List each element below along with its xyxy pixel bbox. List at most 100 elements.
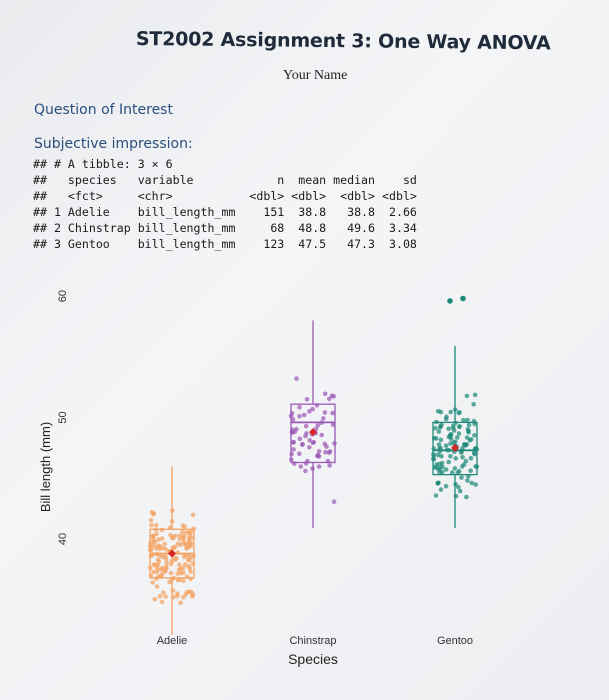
data-point <box>294 376 299 381</box>
data-point <box>315 423 321 428</box>
data-point <box>468 468 473 474</box>
data-point <box>151 569 156 575</box>
data-point <box>457 410 462 415</box>
data-point <box>455 470 461 476</box>
data-point <box>175 541 181 546</box>
data-point <box>180 534 186 540</box>
x-tick-label: Adelie <box>157 635 188 647</box>
data-point <box>177 562 182 567</box>
data-point <box>330 422 336 427</box>
data-point <box>159 536 165 541</box>
data-point <box>464 393 470 399</box>
data-point <box>291 440 296 445</box>
console-line: ## species variable n mean median sd <box>33 173 417 187</box>
data-point <box>446 459 452 465</box>
data-point <box>322 441 328 447</box>
subheading: Subjective impression: <box>34 136 193 152</box>
y-axis-title: Bill length (mm) <box>38 422 53 512</box>
data-point <box>187 540 193 546</box>
data-point <box>443 443 449 448</box>
data-point <box>472 451 478 457</box>
data-point <box>159 572 165 577</box>
console-line: ## 1 Adelie bill_length_mm 151 38.8 38.8… <box>33 205 417 219</box>
outlier-point <box>460 295 466 302</box>
data-point <box>154 531 159 537</box>
data-point <box>183 592 189 597</box>
data-point <box>172 557 178 562</box>
data-point <box>461 417 466 423</box>
data-point <box>460 454 465 460</box>
data-point <box>157 594 163 599</box>
data-point <box>154 584 160 589</box>
data-point <box>460 464 465 469</box>
data-point <box>297 414 302 419</box>
data-point <box>468 455 474 461</box>
data-point <box>294 426 299 432</box>
data-point <box>463 458 469 464</box>
x-axis-title: Species <box>288 651 338 667</box>
data-point <box>331 499 337 504</box>
y-tick-label: 40 <box>57 533 69 545</box>
data-point <box>316 449 322 454</box>
mean-marker <box>451 443 459 452</box>
x-axis: Adelie Chinstrap Gentoo Species <box>157 635 473 667</box>
data-point <box>457 424 462 429</box>
section-heading: Question of Interest <box>34 102 173 118</box>
data-point <box>175 593 180 599</box>
data-point <box>466 430 471 435</box>
mean-marker <box>168 549 176 558</box>
data-point <box>327 463 333 468</box>
outlier-point <box>447 298 453 304</box>
data-point <box>449 470 455 475</box>
data-point <box>438 409 444 415</box>
data-point <box>467 438 473 443</box>
data-point <box>452 466 458 471</box>
data-point <box>163 594 168 599</box>
data-point <box>455 435 460 440</box>
data-point <box>152 596 158 602</box>
data-point <box>446 426 452 432</box>
data-point <box>322 410 328 415</box>
data-point <box>291 447 296 452</box>
data-point <box>448 454 453 459</box>
data-point <box>184 530 189 536</box>
data-point <box>438 424 443 429</box>
data-point <box>303 433 308 439</box>
data-point <box>152 562 158 568</box>
data-point <box>433 425 438 431</box>
data-point <box>154 569 160 575</box>
data-point <box>297 451 302 456</box>
data-point <box>148 517 154 523</box>
data-point <box>154 522 159 528</box>
document-title: ST2002 Assignment 3: One Way ANOVA <box>135 28 551 55</box>
data-point <box>448 432 454 437</box>
document-author: Your Name <box>283 68 348 83</box>
console-line: ## 2 Chinstrap bill_length_mm 68 48.8 49… <box>33 221 417 235</box>
data-point <box>453 456 459 461</box>
data-point <box>466 422 472 428</box>
data-point <box>451 428 457 433</box>
data-point <box>327 449 333 454</box>
data-point <box>170 535 175 541</box>
data-point <box>323 449 328 455</box>
x-tick-label: Gentoo <box>437 635 473 647</box>
data-point <box>443 467 449 472</box>
data-point <box>173 544 178 549</box>
data-point <box>438 487 444 492</box>
data-point <box>178 570 184 576</box>
data-point <box>319 432 325 438</box>
data-point <box>434 465 439 470</box>
data-point <box>160 554 166 560</box>
data-point <box>472 433 477 438</box>
data-point <box>181 554 187 560</box>
data-point <box>297 404 302 410</box>
data-point <box>151 540 156 545</box>
y-tick-label: 60 <box>57 290 69 302</box>
data-point <box>183 562 188 567</box>
data-point <box>164 566 169 571</box>
data-point <box>175 571 180 576</box>
data-point <box>434 436 439 441</box>
data-point <box>472 392 478 398</box>
data-point <box>465 478 470 483</box>
